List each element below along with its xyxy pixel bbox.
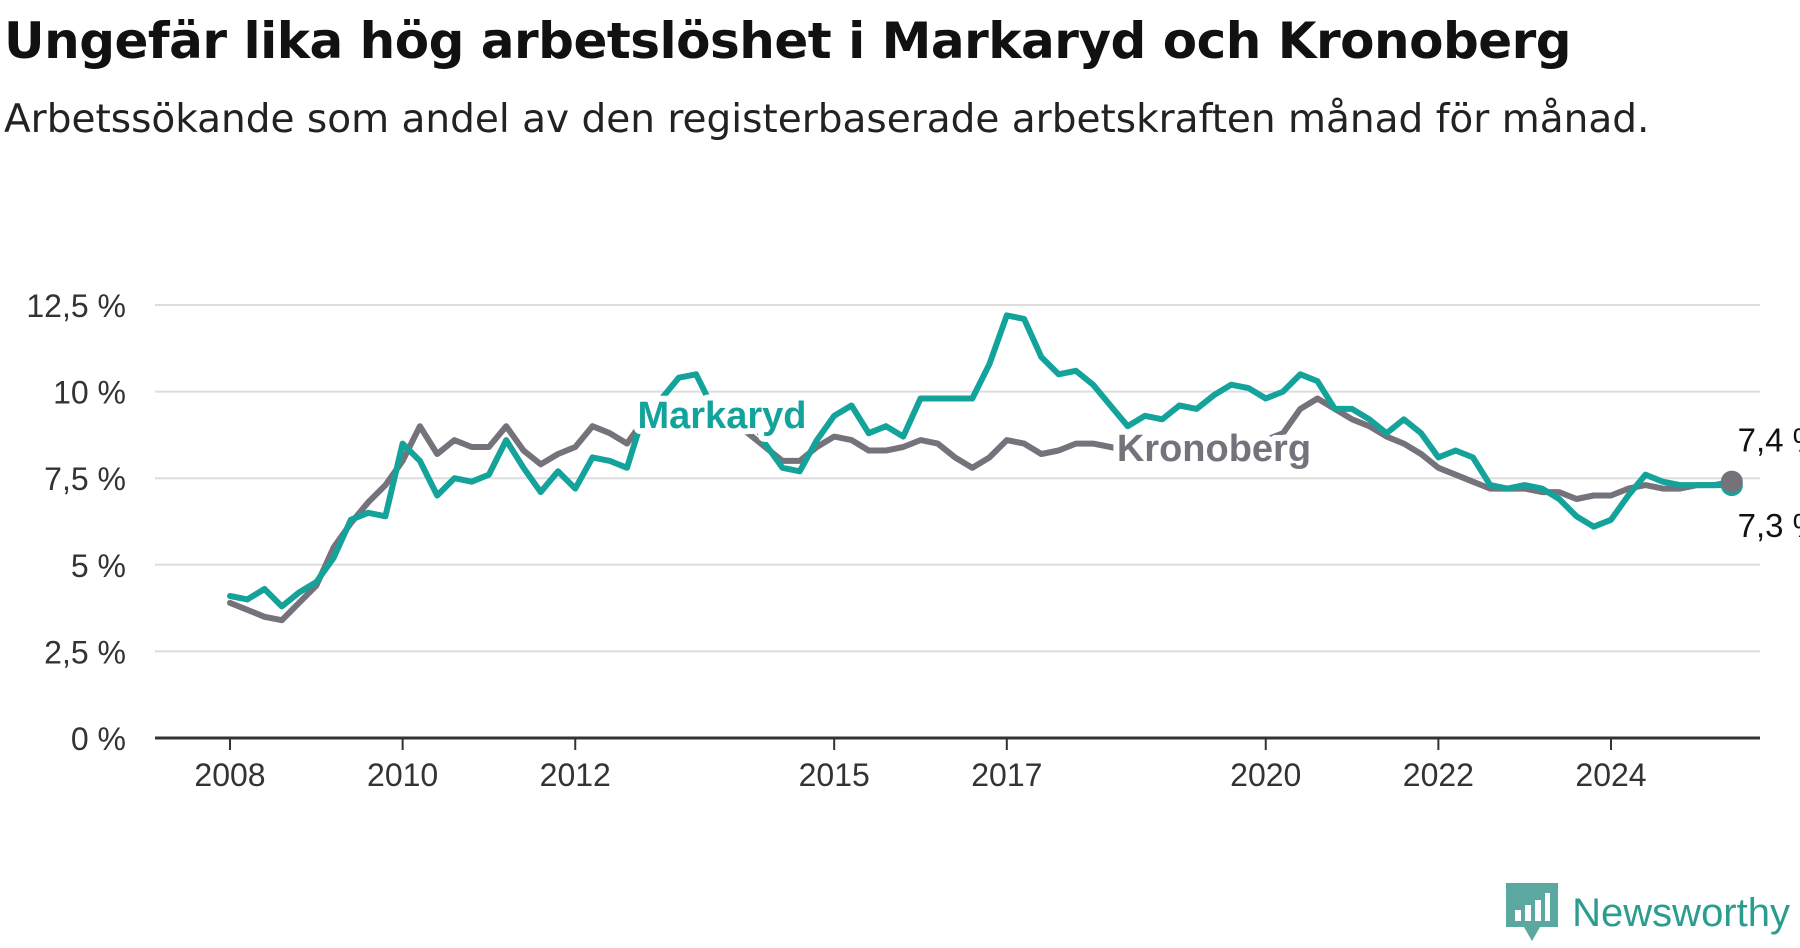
- x-tick-label: 2008: [194, 757, 265, 793]
- y-tick-label: 2,5 %: [44, 634, 126, 670]
- endpoint-dot-kronoberg: [1720, 470, 1743, 493]
- y-axis-ticks: 0 % 2,5 % 5 % 7,5 % 10 % 12,5 %: [26, 288, 126, 757]
- x-tick-label: 2020: [1230, 757, 1301, 793]
- y-tick-label: 0 %: [71, 721, 126, 757]
- x-tick-label: 2015: [799, 757, 870, 793]
- x-tick-label: 2022: [1403, 757, 1474, 793]
- newsworthy-brand: Newsworthy: [1506, 878, 1790, 948]
- series-lines: [227, 312, 1743, 624]
- gridlines: [155, 304, 1760, 653]
- x-tick-label: 2012: [540, 757, 611, 793]
- x-tick-label: 2017: [971, 757, 1042, 793]
- series-line-markaryd: [227, 312, 1735, 610]
- y-tick-label: 7,5 %: [44, 461, 126, 497]
- y-tick-label: 12,5 %: [26, 288, 126, 324]
- series-labels: 7,3 % 7,4 % Markaryd Kronoberg: [631, 389, 1800, 544]
- x-tick-label: 2024: [1575, 757, 1646, 793]
- y-tick-label: 10 %: [53, 375, 126, 411]
- end-label-kronoberg: 7,4 %: [1738, 422, 1800, 459]
- series-label-markaryd: Markaryd: [637, 395, 806, 437]
- brand-name: Newsworthy: [1572, 890, 1790, 935]
- chart-title: Ungefär lika hög arbetslöshet i Markaryd…: [4, 12, 1572, 70]
- end-label-markaryd: 7,3 %: [1738, 507, 1800, 544]
- x-axis-ticks: 2008 2010 2012 2015 2017 2020 2022 2024: [155, 736, 1760, 793]
- series-line-kronoberg: [227, 395, 1735, 624]
- line-chart: 0 %2,5 %5 %7,5 %10 %12,5 % 2008 2010 2012 2…: [26, 288, 1800, 793]
- chart-subtitle: Arbetssökande som andel av den registerb…: [4, 97, 1650, 142]
- series-label-kronoberg: Kronoberg: [1117, 428, 1311, 470]
- x-tick-label: 2010: [367, 757, 438, 793]
- newsworthy-logo-icon: [1506, 883, 1559, 941]
- y-tick-label: 5 %: [71, 548, 126, 584]
